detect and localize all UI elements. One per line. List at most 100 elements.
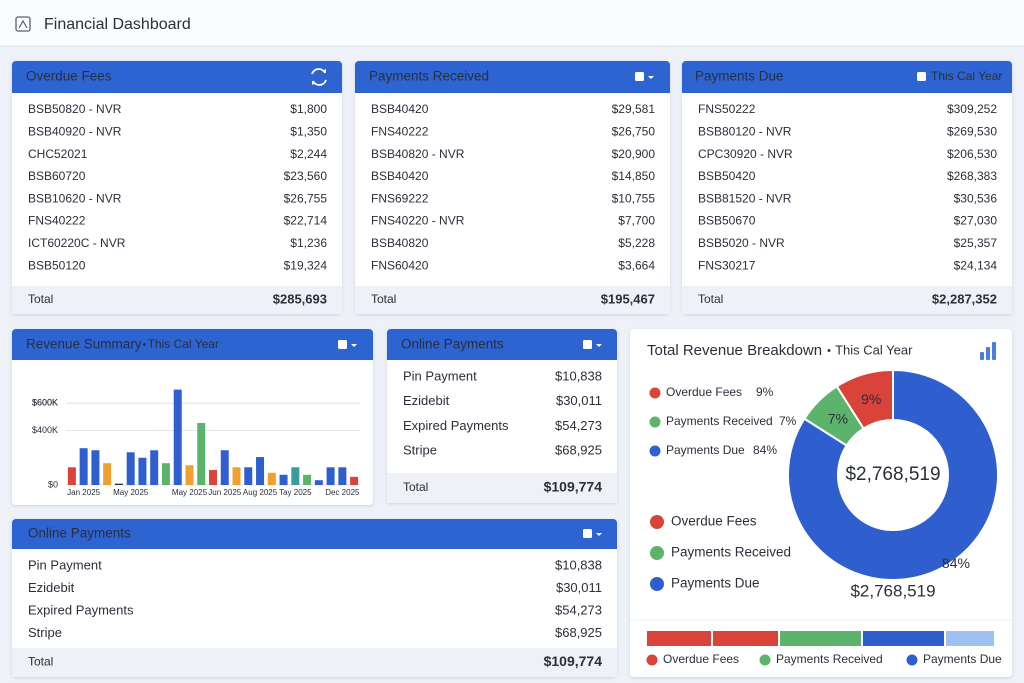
- legend-swatch: [650, 577, 664, 591]
- legend-percent: 84%: [753, 443, 777, 457]
- total-band: [387, 473, 617, 503]
- chart-icon[interactable]: [986, 347, 990, 360]
- bar: [267, 472, 276, 485]
- panel-header: [682, 88, 1012, 93]
- row-amount: $10,838: [555, 368, 602, 383]
- legend-swatch: [650, 515, 664, 529]
- row-amount: $68,925: [555, 625, 602, 640]
- panel-title: Overdue Fees: [26, 69, 112, 84]
- bar: [91, 450, 100, 485]
- legend-label: Payments Received: [671, 545, 791, 560]
- row-label: BSB81520 - NVR: [698, 191, 792, 205]
- legend-swatch: [906, 654, 918, 666]
- total-label: Total: [28, 655, 53, 669]
- total-amount: $109,774: [544, 479, 603, 495]
- dropdown-caret[interactable]: [596, 533, 602, 536]
- row-amount: $7,700: [618, 214, 655, 228]
- row-label: BSB40420: [371, 169, 429, 183]
- legend-label: Payments Received: [666, 414, 773, 428]
- calendar-icon[interactable]: [583, 529, 592, 538]
- total-label: Total: [403, 480, 428, 494]
- chart-title: Total Revenue Breakdown: [647, 342, 822, 359]
- panel-header: [355, 61, 670, 93]
- row-amount: $30,011: [556, 580, 602, 595]
- bar: [279, 474, 288, 485]
- strip-segment: [647, 631, 711, 646]
- panel-header: [12, 88, 342, 93]
- page-title: Financial Dashboard: [44, 16, 191, 33]
- legend-label: Overdue Fees: [666, 385, 742, 399]
- bar: [138, 457, 147, 485]
- chart-icon[interactable]: [992, 342, 996, 360]
- bar: [256, 457, 265, 485]
- app-icon-glyph: [18, 19, 28, 29]
- row-amount: $1,350: [290, 124, 327, 138]
- legend-label: Overdue Fees: [671, 514, 757, 529]
- bar: [338, 467, 347, 485]
- panel-header: [682, 61, 1012, 93]
- bar: [326, 467, 335, 485]
- total-amount: $285,693: [273, 291, 327, 306]
- bullet: •: [143, 339, 147, 351]
- panel: [12, 329, 373, 505]
- bar: [185, 465, 194, 485]
- panel-title: Online Payments: [28, 526, 131, 541]
- x-tick-label: Aug 2025: [243, 488, 278, 497]
- panel-title: Revenue Summary: [26, 337, 142, 352]
- total-band: [682, 286, 1012, 314]
- panel-header: [12, 355, 373, 360]
- row-amount: $2,244: [290, 147, 327, 161]
- legend-swatch: [650, 546, 664, 560]
- calendar-icon[interactable]: [338, 340, 347, 349]
- panel-title: Payments Received: [369, 69, 489, 84]
- bar: [303, 474, 312, 485]
- row-amount: $5,228: [618, 236, 655, 250]
- bar: [197, 423, 206, 485]
- dropdown-caret[interactable]: [648, 76, 654, 79]
- row-label: CPC30920 - NVR: [698, 147, 793, 161]
- slice-label: 84%: [942, 555, 970, 571]
- y-tick-label: $0: [48, 479, 58, 489]
- panel: [682, 61, 1012, 314]
- bar: [244, 467, 253, 485]
- bar: [173, 389, 182, 485]
- panel-header: [12, 544, 617, 549]
- bar: [150, 450, 159, 485]
- calendar-icon[interactable]: [583, 340, 592, 349]
- row-label: FNS40222: [28, 214, 86, 228]
- row-label: Stripe: [403, 443, 437, 458]
- legend-swatch: [649, 416, 661, 428]
- dropdown-caret[interactable]: [351, 344, 357, 347]
- strip-segment: [713, 631, 778, 646]
- strip-segment: [780, 631, 861, 646]
- calendar-icon[interactable]: [917, 72, 926, 81]
- legend-percent: 7%: [779, 414, 797, 428]
- row-amount: $309,252: [947, 102, 997, 116]
- x-tick-label: Tay 2025: [279, 488, 312, 497]
- legend-swatch: [649, 445, 661, 457]
- dropdown-caret[interactable]: [596, 344, 602, 347]
- calendar-icon[interactable]: [635, 72, 644, 81]
- legend-percent: 9%: [756, 385, 774, 399]
- panel-header: [387, 329, 617, 360]
- legend-label: Overdue Fees: [663, 652, 739, 666]
- chart-subtitle: This Cal Year: [835, 342, 913, 357]
- breakdown-total: $2,768,519: [850, 581, 935, 600]
- total-amount: $109,774: [544, 653, 603, 669]
- total-label: Total: [28, 292, 53, 306]
- y-tick-label: $400K: [32, 425, 58, 435]
- bar: [103, 463, 112, 485]
- bar: [209, 470, 217, 485]
- total-band: [355, 286, 670, 314]
- row-amount: $54,273: [555, 418, 602, 433]
- panel-header: [12, 329, 373, 360]
- chart-icon[interactable]: [980, 352, 984, 360]
- legend-label: Payments Due: [671, 576, 760, 591]
- legend-swatch: [646, 654, 658, 666]
- row-label: Pin Payment: [403, 368, 477, 383]
- refresh-arrow[interactable]: [312, 69, 326, 85]
- row-label: BSB80120 - NVR: [698, 124, 792, 138]
- panel-header: [387, 355, 617, 360]
- row-label: Ezidebit: [403, 393, 450, 408]
